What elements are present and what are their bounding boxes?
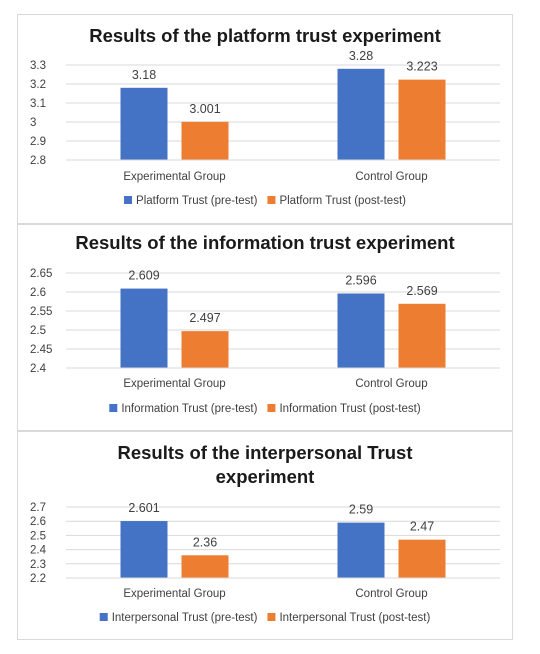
- legend-swatch: [267, 404, 276, 412]
- y-tick-label: 2.4: [30, 545, 47, 557]
- legend-label: Information Trust (pre-test): [121, 403, 257, 415]
- legend-swatch: [124, 196, 133, 204]
- legend-swatch: [267, 196, 276, 204]
- bar-post-test: [181, 121, 229, 160]
- y-tick-label: 2.45: [30, 344, 52, 356]
- category-label: Control Group: [355, 378, 427, 390]
- category-label: Experimental Group: [123, 171, 225, 183]
- legend: Interpersonal Trust (pre-test) Interperso…: [99, 612, 430, 624]
- y-tick-label: 3.1: [30, 98, 46, 110]
- legend-label: Information Trust (post-test): [279, 403, 420, 415]
- legend-label: Interpersonal Trust (pre-test): [112, 612, 258, 624]
- bar-post-test: [398, 539, 446, 578]
- chart-title: Results of the interpersonal Trust: [117, 442, 412, 463]
- data-label: 3.001: [189, 102, 220, 116]
- y-tick-label: 2.5: [30, 325, 46, 337]
- chart-title: experiment: [216, 466, 315, 487]
- data-label: 2.59: [349, 503, 373, 517]
- data-label: 2.609: [128, 269, 159, 283]
- data-label: 2.47: [410, 520, 434, 534]
- data-label: 2.36: [193, 535, 217, 549]
- legend-label: Interpersonal Trust (post-test): [279, 612, 430, 624]
- data-label: 2.569: [406, 284, 437, 298]
- legend-label: Platform Trust (post-test): [279, 195, 406, 207]
- data-label: 3.223: [406, 60, 437, 74]
- legend-swatch: [109, 404, 118, 412]
- bar-pre-test: [120, 87, 168, 160]
- chart-panel-interpersonal-trust: Results of the interpersonal Trust experi…: [17, 431, 513, 640]
- legend: Platform Trust (pre-test) Platform Trust …: [124, 195, 406, 207]
- y-tick-label: 2.55: [30, 306, 52, 318]
- chart-title: Results of the information trust experim…: [75, 232, 454, 253]
- chart-panel-platform-trust: Results of the platform trust experiment…: [17, 14, 513, 224]
- y-tick-label: 2.6: [30, 287, 46, 299]
- y-tick-label: 2.2: [30, 573, 46, 585]
- legend-swatch: [99, 613, 108, 621]
- category-label: Control Group: [355, 588, 427, 600]
- data-label: 2.497: [189, 311, 220, 325]
- category-label: Experimental Group: [123, 588, 225, 600]
- y-tick-label: 3.2: [30, 79, 46, 91]
- bar-post-test: [181, 555, 229, 578]
- y-tick-label: 2.6: [30, 516, 46, 528]
- y-tick-label: 2.5: [30, 530, 46, 542]
- bar-pre-test: [337, 522, 385, 578]
- legend: Information Trust (pre-test) Information …: [109, 403, 421, 415]
- chart-panel-information-trust: Results of the information trust experim…: [17, 224, 513, 431]
- y-tick-label: 2.7: [30, 502, 46, 514]
- y-tick-label: 2.4: [30, 363, 47, 375]
- y-tick-label: 3.3: [30, 60, 46, 72]
- y-tick-label: 2.9: [30, 136, 46, 148]
- bar-post-test: [398, 79, 446, 160]
- legend-label: Platform Trust (pre-test): [136, 195, 258, 207]
- bar-pre-test: [337, 293, 385, 368]
- chart-platform-trust: Results of the platform trust experiment…: [30, 25, 500, 207]
- category-label: Experimental Group: [123, 378, 225, 390]
- bar-post-test: [181, 331, 229, 368]
- bar-post-test: [398, 303, 446, 368]
- chart-title: Results of the platform trust experiment: [89, 25, 441, 46]
- y-tick-label: 2.3: [30, 559, 46, 571]
- legend-swatch: [267, 613, 276, 621]
- data-label: 3.28: [349, 49, 373, 63]
- data-label: 2.596: [345, 274, 376, 288]
- bar-pre-test: [120, 288, 168, 368]
- y-tick-label: 3: [30, 117, 36, 129]
- bar-pre-test: [120, 521, 168, 578]
- chart-interpersonal-trust: Results of the interpersonal Trust experi…: [30, 442, 500, 624]
- data-label: 2.601: [128, 501, 159, 515]
- category-label: Control Group: [355, 171, 427, 183]
- y-tick-label: 2.8: [30, 155, 46, 167]
- data-label: 3.18: [132, 68, 156, 82]
- chart-information-trust: Results of the information trust experim…: [30, 232, 500, 415]
- y-tick-label: 2.65: [30, 268, 52, 280]
- bar-pre-test: [337, 68, 385, 160]
